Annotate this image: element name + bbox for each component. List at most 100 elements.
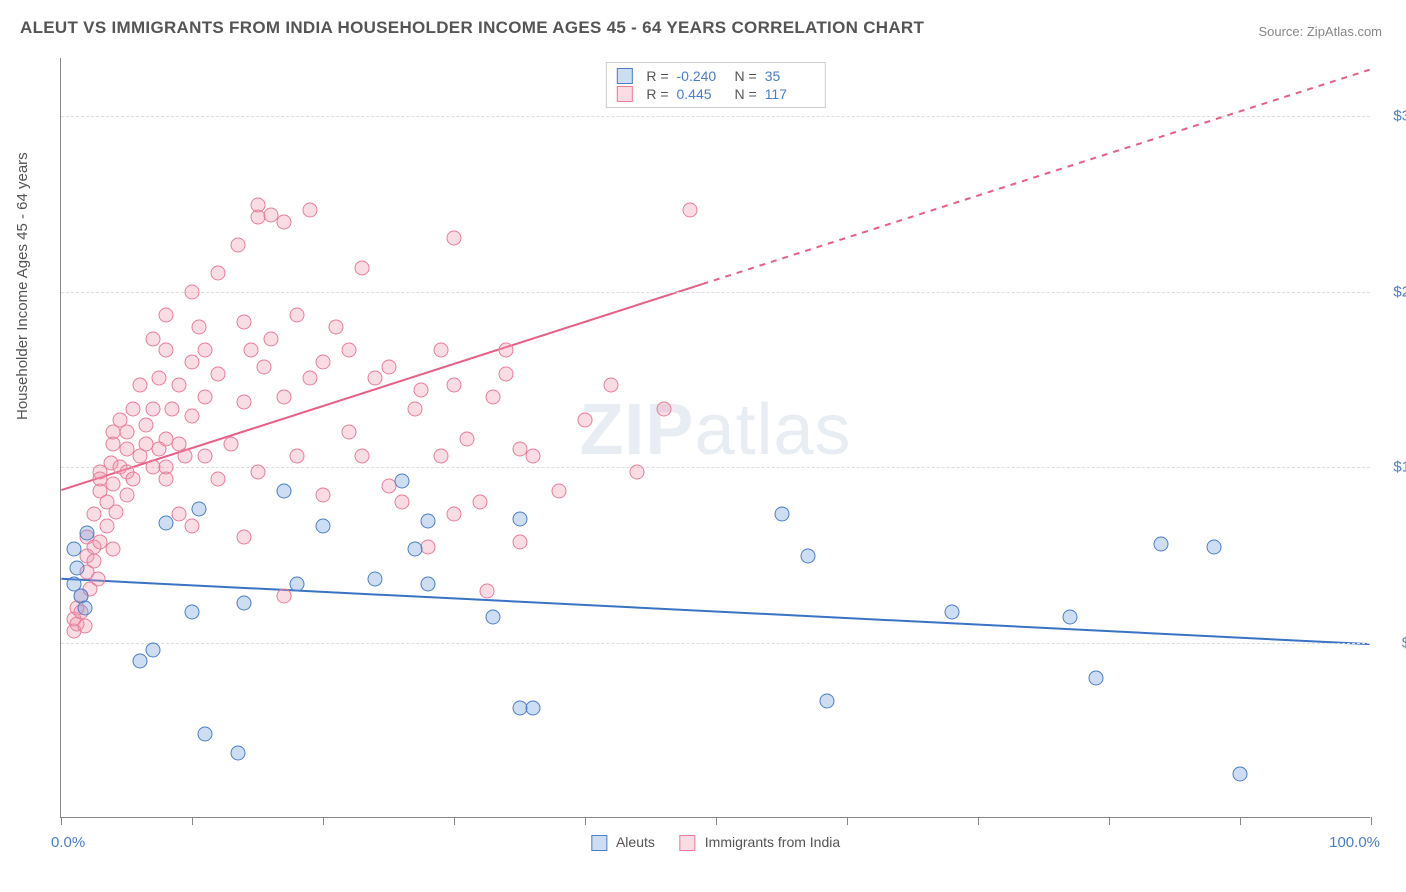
y-tick-label: $75,000 bbox=[1376, 634, 1406, 651]
x-tick bbox=[61, 817, 62, 825]
data-marker-aleuts bbox=[1206, 539, 1221, 554]
trendline-aleuts bbox=[61, 579, 1369, 644]
data-marker-immigrants_india bbox=[86, 507, 101, 522]
data-marker-aleuts bbox=[145, 642, 160, 657]
data-marker-aleuts bbox=[132, 654, 147, 669]
plot-area: ZIPatlas R = -0.240 N = 35 R = 0.445 N =… bbox=[60, 58, 1370, 818]
r-value-aleuts: -0.240 bbox=[677, 68, 727, 84]
data-marker-immigrants_india bbox=[316, 355, 331, 370]
data-marker-immigrants_india bbox=[237, 530, 252, 545]
data-marker-immigrants_india bbox=[355, 448, 370, 463]
data-marker-immigrants_india bbox=[342, 425, 357, 440]
y-tick-label: $225,000 bbox=[1376, 283, 1406, 300]
data-marker-aleuts bbox=[420, 514, 435, 529]
data-marker-immigrants_india bbox=[630, 464, 645, 479]
data-marker-immigrants_india bbox=[368, 371, 383, 386]
data-marker-immigrants_india bbox=[342, 343, 357, 358]
legend-item-india: Immigrants from India bbox=[679, 834, 840, 851]
r-label: R = bbox=[646, 68, 668, 84]
data-marker-immigrants_india bbox=[139, 418, 154, 433]
data-marker-immigrants_india bbox=[191, 319, 206, 334]
gridline bbox=[61, 643, 1370, 644]
data-marker-immigrants_india bbox=[99, 518, 114, 533]
data-marker-aleuts bbox=[67, 542, 82, 557]
x-tick bbox=[192, 817, 193, 825]
data-marker-immigrants_india bbox=[243, 343, 258, 358]
data-marker-aleuts bbox=[1088, 670, 1103, 685]
x-tick bbox=[978, 817, 979, 825]
data-marker-aleuts bbox=[1154, 537, 1169, 552]
data-marker-immigrants_india bbox=[263, 331, 278, 346]
x-tick bbox=[847, 817, 848, 825]
r-value-india: 0.445 bbox=[677, 86, 727, 102]
data-marker-aleuts bbox=[944, 605, 959, 620]
legend-item-aleuts: Aleuts bbox=[591, 834, 655, 851]
data-marker-immigrants_india bbox=[433, 448, 448, 463]
data-marker-immigrants_india bbox=[126, 401, 141, 416]
data-marker-aleuts bbox=[407, 542, 422, 557]
data-marker-immigrants_india bbox=[499, 343, 514, 358]
data-marker-immigrants_india bbox=[126, 471, 141, 486]
data-marker-immigrants_india bbox=[433, 343, 448, 358]
data-marker-immigrants_india bbox=[119, 425, 134, 440]
data-marker-immigrants_india bbox=[90, 572, 105, 587]
n-label: N = bbox=[735, 68, 757, 84]
data-marker-immigrants_india bbox=[381, 359, 396, 374]
data-marker-immigrants_india bbox=[198, 343, 213, 358]
data-marker-immigrants_india bbox=[414, 383, 429, 398]
data-marker-immigrants_india bbox=[158, 308, 173, 323]
data-marker-immigrants_india bbox=[486, 390, 501, 405]
data-marker-immigrants_india bbox=[185, 355, 200, 370]
data-marker-immigrants_india bbox=[77, 619, 92, 634]
y-tick-label: $150,000 bbox=[1376, 459, 1406, 476]
data-marker-immigrants_india bbox=[276, 588, 291, 603]
data-marker-immigrants_india bbox=[257, 359, 272, 374]
data-marker-immigrants_india bbox=[106, 476, 121, 491]
data-marker-aleuts bbox=[800, 549, 815, 564]
legend-swatch-india-icon bbox=[679, 835, 695, 851]
data-marker-aleuts bbox=[774, 507, 789, 522]
data-marker-immigrants_india bbox=[224, 436, 239, 451]
data-marker-immigrants_india bbox=[499, 366, 514, 381]
data-marker-aleuts bbox=[512, 511, 527, 526]
x-tick bbox=[585, 817, 586, 825]
data-marker-immigrants_india bbox=[185, 518, 200, 533]
data-marker-immigrants_india bbox=[289, 448, 304, 463]
data-marker-immigrants_india bbox=[145, 401, 160, 416]
n-value-aleuts: 35 bbox=[765, 68, 815, 84]
data-marker-immigrants_india bbox=[407, 401, 422, 416]
data-marker-immigrants_india bbox=[158, 343, 173, 358]
data-marker-immigrants_india bbox=[656, 401, 671, 416]
legend-swatch-india bbox=[616, 86, 632, 102]
data-marker-immigrants_india bbox=[302, 203, 317, 218]
legend-row-aleuts: R = -0.240 N = 35 bbox=[616, 67, 814, 85]
data-marker-immigrants_india bbox=[394, 495, 409, 510]
data-marker-aleuts bbox=[486, 609, 501, 624]
data-marker-aleuts bbox=[80, 525, 95, 540]
data-marker-immigrants_india bbox=[329, 319, 344, 334]
data-marker-aleuts bbox=[525, 701, 540, 716]
data-marker-immigrants_india bbox=[420, 539, 435, 554]
data-marker-immigrants_india bbox=[185, 408, 200, 423]
data-marker-aleuts bbox=[77, 600, 92, 615]
data-marker-immigrants_india bbox=[355, 261, 370, 276]
data-marker-immigrants_india bbox=[551, 483, 566, 498]
data-marker-aleuts bbox=[289, 577, 304, 592]
data-marker-immigrants_india bbox=[185, 284, 200, 299]
data-marker-immigrants_india bbox=[447, 231, 462, 246]
data-marker-immigrants_india bbox=[211, 471, 226, 486]
data-marker-aleuts bbox=[394, 474, 409, 489]
legend-label-india: Immigrants from India bbox=[705, 834, 840, 850]
data-marker-aleuts bbox=[230, 745, 245, 760]
data-marker-immigrants_india bbox=[171, 507, 186, 522]
data-marker-aleuts bbox=[368, 572, 383, 587]
data-marker-immigrants_india bbox=[152, 371, 167, 386]
data-marker-immigrants_india bbox=[302, 371, 317, 386]
data-marker-immigrants_india bbox=[198, 390, 213, 405]
data-marker-immigrants_india bbox=[165, 401, 180, 416]
data-marker-immigrants_india bbox=[145, 331, 160, 346]
data-marker-aleuts bbox=[276, 483, 291, 498]
data-marker-aleuts bbox=[316, 518, 331, 533]
r-label: R = bbox=[646, 86, 668, 102]
data-marker-immigrants_india bbox=[479, 584, 494, 599]
